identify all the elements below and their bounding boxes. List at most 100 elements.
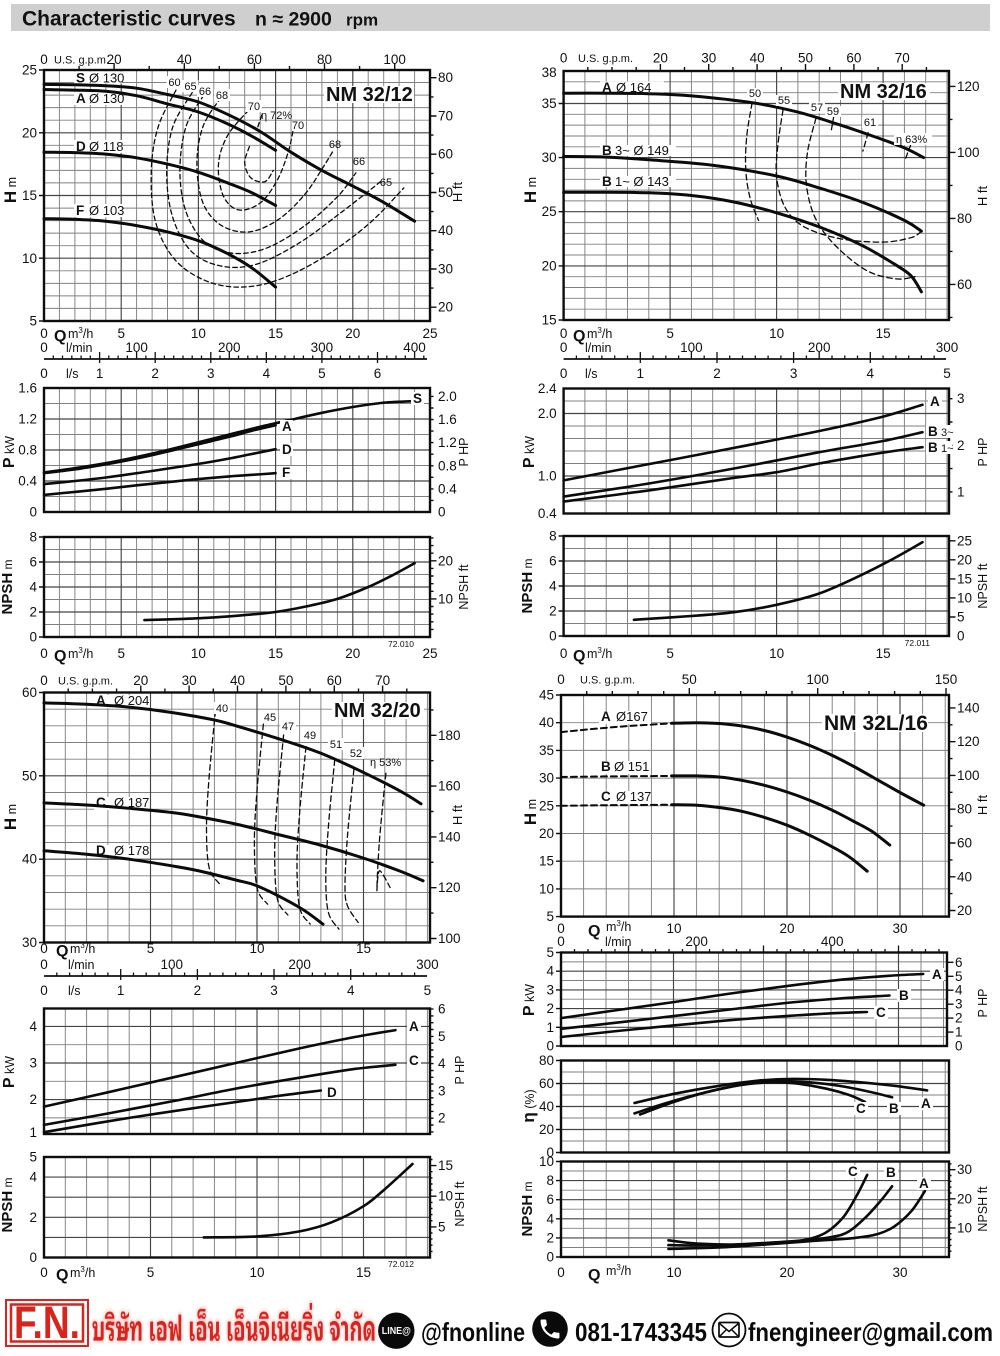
svg-text:5: 5 — [318, 366, 326, 381]
svg-text:5: 5 — [957, 609, 965, 624]
svg-text:400: 400 — [403, 340, 426, 355]
svg-text:150: 150 — [935, 672, 958, 687]
svg-text:400: 400 — [821, 934, 844, 949]
svg-text:5: 5 — [666, 326, 674, 341]
svg-text:15: 15 — [957, 571, 972, 586]
svg-text:80: 80 — [317, 52, 332, 67]
svg-text:5: 5 — [29, 1150, 37, 1165]
svg-text:1: 1 — [96, 366, 104, 381]
svg-text:η (%): η (%) — [519, 1089, 538, 1122]
svg-text:0: 0 — [546, 1145, 554, 1160]
svg-text:40: 40 — [216, 703, 228, 715]
svg-text:η 53%: η 53% — [370, 757, 401, 769]
svg-text:2: 2 — [955, 1011, 963, 1026]
svg-text:59: 59 — [827, 106, 839, 118]
svg-text:D: D — [282, 442, 292, 457]
svg-text:5: 5 — [147, 1265, 155, 1280]
svg-text:H m: H m — [1, 804, 20, 830]
svg-text:B: B — [602, 174, 612, 189]
svg-text:38: 38 — [542, 65, 557, 80]
svg-text:B: B — [928, 440, 938, 455]
svg-text:0: 0 — [560, 326, 568, 341]
svg-text:A: A — [602, 80, 612, 95]
svg-text:120: 120 — [957, 79, 980, 94]
svg-text:20: 20 — [957, 903, 972, 918]
svg-text:l/min: l/min — [585, 341, 611, 355]
svg-text:1: 1 — [637, 366, 645, 381]
svg-text:40: 40 — [957, 869, 972, 884]
svg-text:35: 35 — [542, 96, 557, 111]
svg-text:4: 4 — [867, 366, 875, 381]
svg-text:0: 0 — [560, 340, 568, 355]
svg-text:4: 4 — [29, 1170, 37, 1185]
svg-text:15: 15 — [542, 313, 557, 328]
svg-text:3: 3 — [438, 1083, 446, 1098]
svg-text:15: 15 — [876, 326, 891, 341]
svg-text:0: 0 — [560, 366, 568, 381]
svg-text:4: 4 — [29, 1019, 37, 1034]
svg-text:60: 60 — [22, 685, 37, 700]
svg-text:30: 30 — [701, 51, 716, 66]
svg-text:C: C — [856, 1101, 866, 1116]
svg-text:Ø 130: Ø 130 — [89, 71, 124, 86]
svg-text:NPSH m: NPSH m — [519, 1181, 536, 1236]
svg-text:1.0: 1.0 — [538, 469, 557, 484]
svg-text:6: 6 — [549, 554, 557, 569]
svg-text:20: 20 — [539, 1122, 554, 1137]
svg-text:20: 20 — [107, 52, 122, 67]
svg-text:0: 0 — [40, 340, 48, 355]
svg-text:20: 20 — [539, 826, 554, 841]
svg-text:A: A — [76, 91, 86, 106]
svg-text:B: B — [899, 988, 909, 1003]
svg-text:10: 10 — [957, 590, 972, 605]
svg-text:4: 4 — [263, 366, 271, 381]
svg-text:2: 2 — [29, 605, 37, 620]
svg-text:4: 4 — [347, 983, 355, 998]
svg-text:0: 0 — [40, 646, 48, 661]
svg-text:0: 0 — [549, 629, 557, 644]
svg-text:68: 68 — [329, 139, 341, 151]
svg-text:0: 0 — [557, 921, 565, 936]
svg-text:m3/h: m3/h — [68, 326, 93, 341]
svg-text:D: D — [327, 1085, 337, 1100]
svg-text:C: C — [96, 795, 106, 810]
svg-text:15: 15 — [22, 188, 37, 203]
svg-text:P HP: P HP — [976, 989, 990, 1018]
svg-text:B: B — [886, 1165, 896, 1180]
svg-text:η 63%: η 63% — [896, 134, 927, 146]
svg-text:30: 30 — [892, 921, 907, 936]
svg-text:2: 2 — [546, 1001, 554, 1016]
svg-text:Q: Q — [54, 328, 66, 345]
svg-text:80: 80 — [957, 211, 972, 226]
svg-text:2: 2 — [549, 604, 557, 619]
svg-text:H ft: H ft — [450, 805, 465, 826]
svg-text:NPSH m: NPSH m — [0, 1177, 16, 1232]
svg-text:S: S — [413, 391, 422, 406]
svg-text:F: F — [282, 465, 290, 480]
svg-text:10: 10 — [438, 1189, 453, 1204]
svg-text:20: 20 — [345, 646, 360, 661]
svg-text:5: 5 — [955, 969, 963, 984]
svg-text:A: A — [96, 693, 106, 708]
svg-text:C: C — [848, 1164, 858, 1179]
svg-text:30: 30 — [542, 150, 557, 165]
svg-text:U.S. g.p.m.: U.S. g.p.m. — [54, 55, 109, 67]
svg-text:300: 300 — [936, 340, 959, 355]
svg-text:60: 60 — [846, 51, 861, 66]
svg-text:0.8: 0.8 — [438, 458, 457, 473]
svg-text:200: 200 — [808, 340, 831, 355]
svg-text:l/s: l/s — [66, 367, 79, 381]
svg-text:3: 3 — [790, 366, 798, 381]
svg-text:40: 40 — [539, 1099, 554, 1114]
svg-text:20: 20 — [22, 125, 37, 140]
svg-text:A: A — [930, 394, 940, 409]
svg-text:140: 140 — [957, 700, 980, 715]
svg-text:55: 55 — [778, 95, 790, 107]
svg-text:50: 50 — [749, 88, 761, 100]
svg-text:61: 61 — [864, 117, 876, 129]
svg-text:C: C — [601, 789, 611, 804]
svg-text:0: 0 — [557, 672, 565, 687]
svg-text:15: 15 — [268, 646, 283, 661]
svg-text:20: 20 — [133, 673, 148, 688]
svg-text:70: 70 — [292, 120, 304, 132]
